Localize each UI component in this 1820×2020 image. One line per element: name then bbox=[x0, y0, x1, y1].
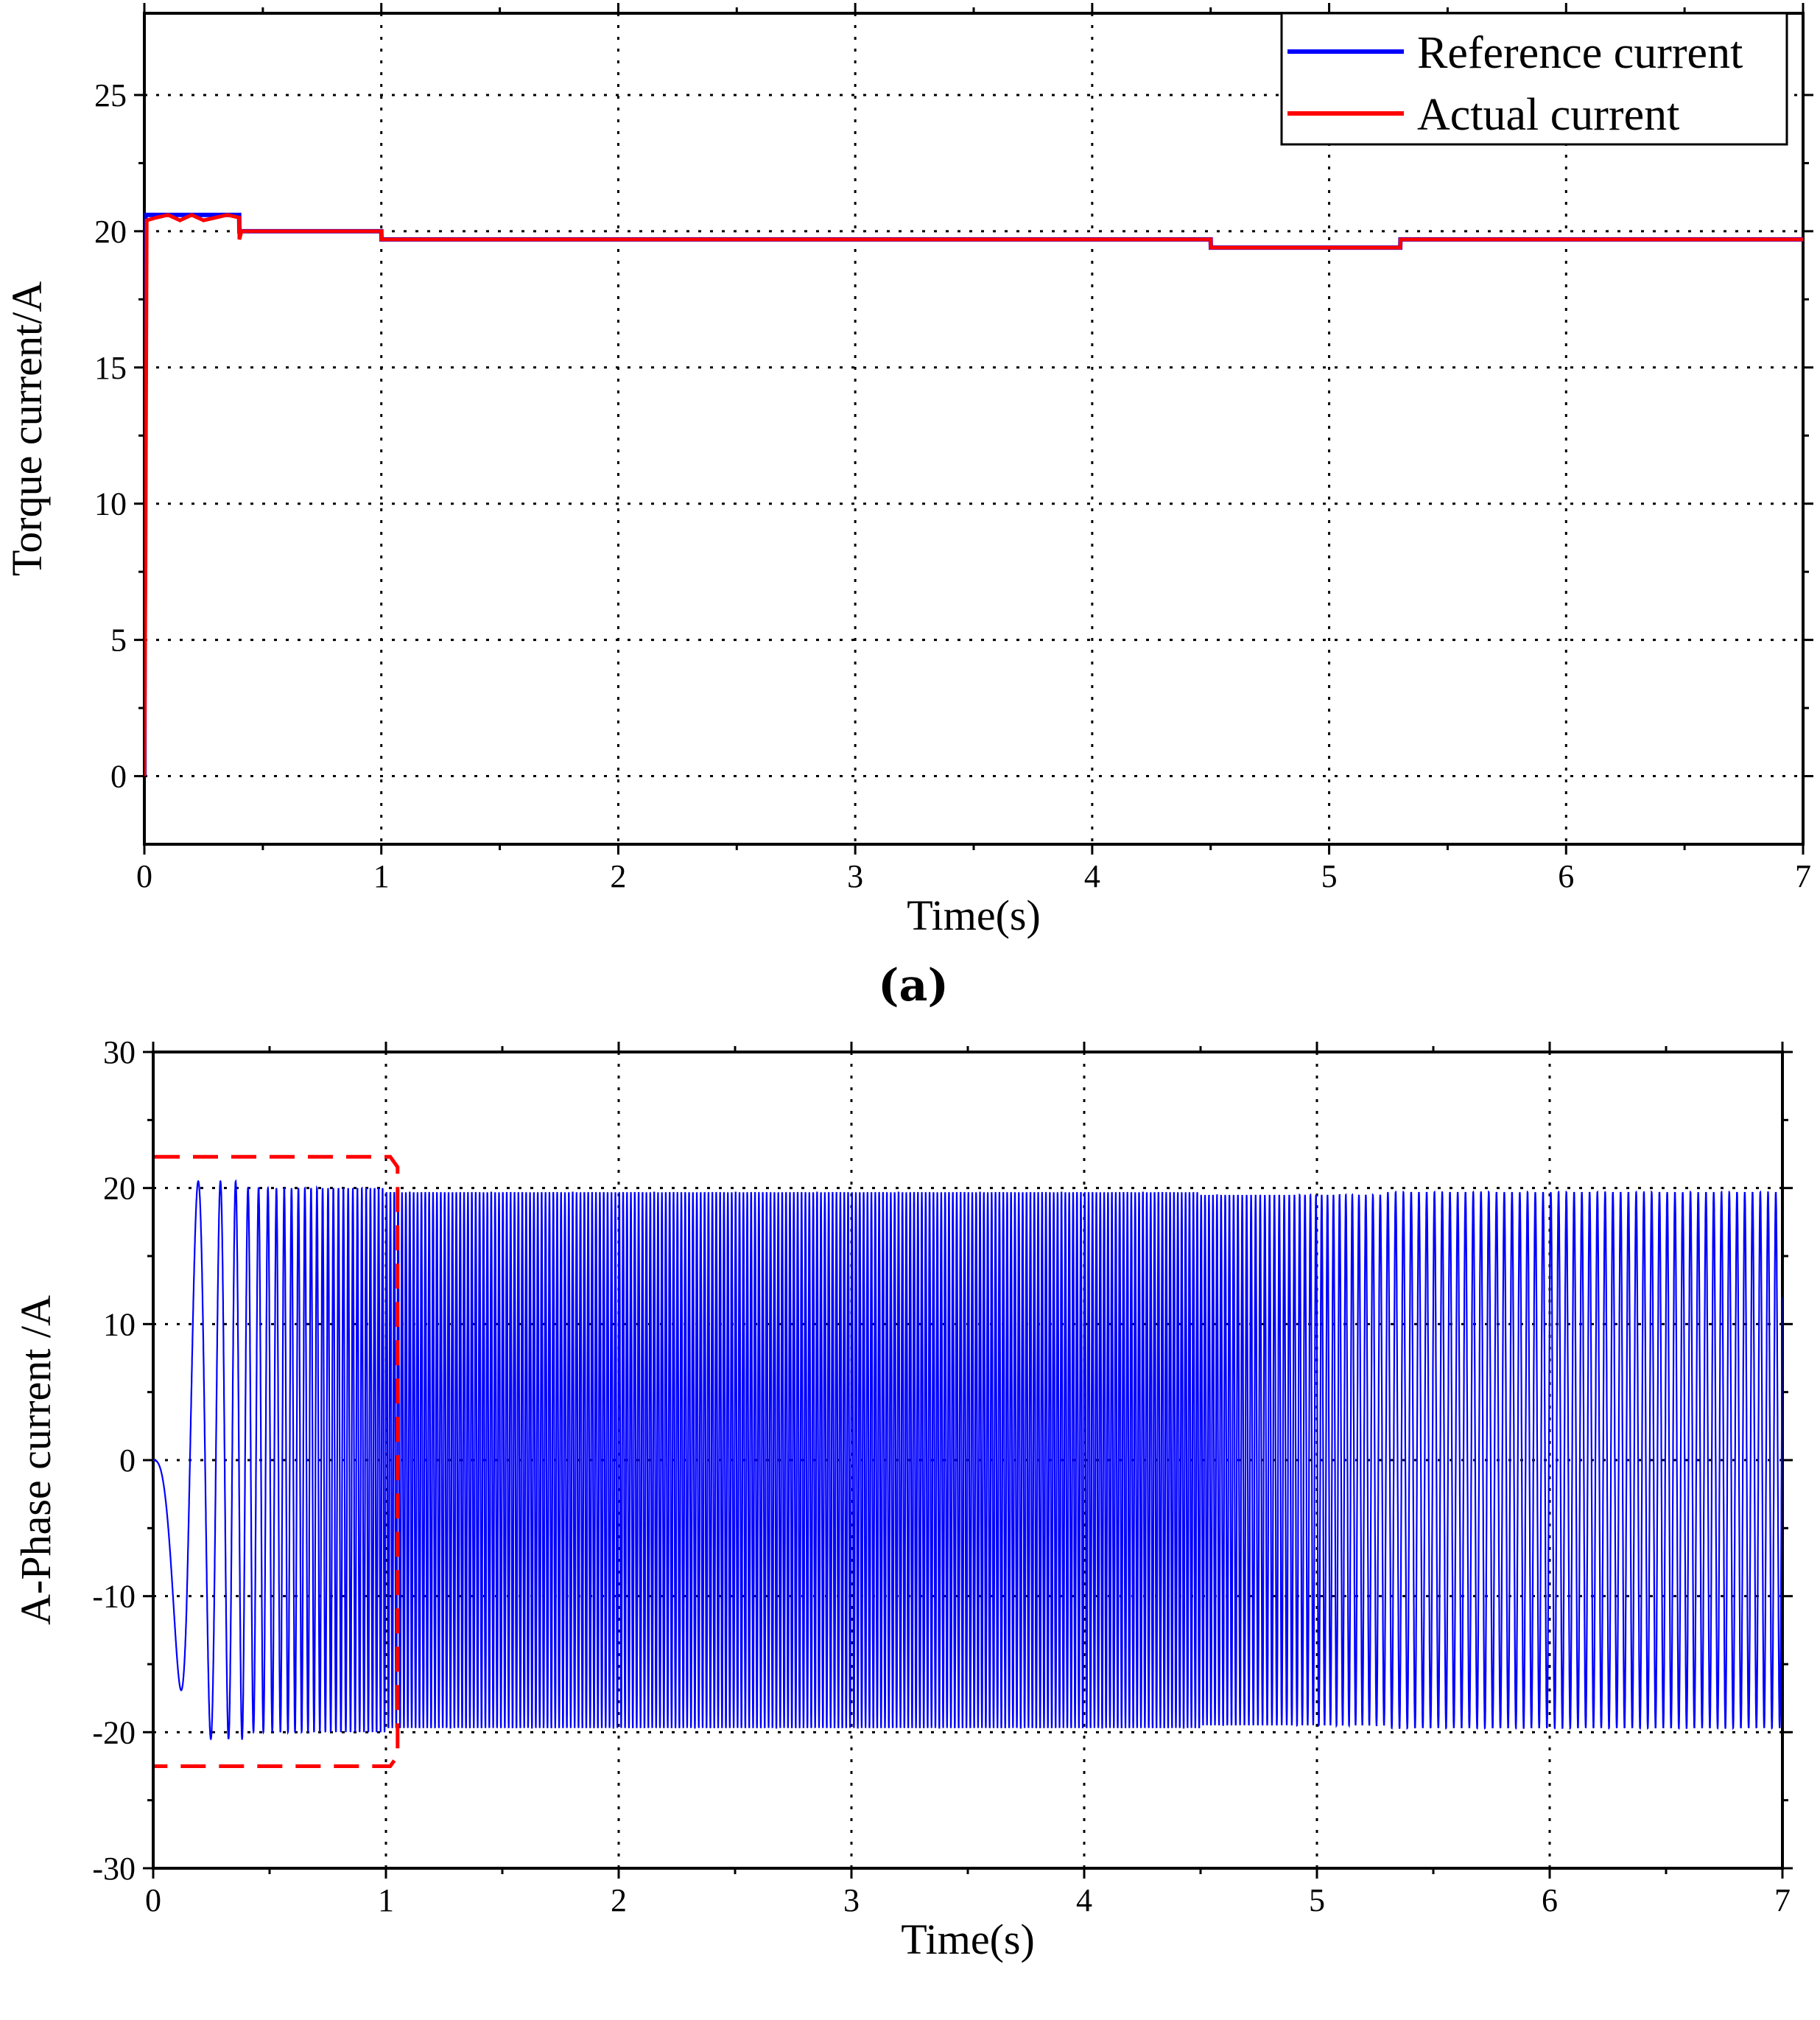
legend-box bbox=[1280, 12, 1788, 146]
legend-label-reference: Reference current bbox=[1417, 28, 1743, 78]
y-tick-label: 0 bbox=[119, 1442, 136, 1479]
y-tick-label: 0 bbox=[110, 759, 127, 795]
y-tick-label: 20 bbox=[94, 214, 127, 250]
x-tick-label: 2 bbox=[610, 858, 626, 894]
torque-current-chart: 0 1 2 3 4 5 6 7 0 5 10 15 20 25 Time(s) Torque current/… bbox=[3, 3, 1813, 939]
y-axis-title: A-Phase current /A bbox=[12, 1295, 60, 1625]
series-line-actual bbox=[144, 212, 1803, 776]
legend: Reference current Actual current bbox=[1280, 12, 1788, 146]
series-line-reference bbox=[144, 212, 1803, 776]
y-tick-label: 20 bbox=[103, 1171, 136, 1207]
x-tick-label: 4 bbox=[1076, 1882, 1092, 1918]
x-tick-label: 2 bbox=[611, 1882, 627, 1918]
y-axis-title: Torque current/A bbox=[3, 281, 51, 576]
x-tick-label: 4 bbox=[1084, 858, 1100, 894]
y-tick-label: -10 bbox=[92, 1579, 136, 1615]
y-tick-label: 10 bbox=[94, 486, 127, 522]
y-tick-label: -20 bbox=[92, 1714, 136, 1750]
x-tick-label: 1 bbox=[373, 858, 390, 894]
x-tick-label: 7 bbox=[1795, 858, 1811, 894]
x-tick-label: 0 bbox=[145, 1882, 161, 1918]
x-axis-title: Time(s) bbox=[907, 891, 1041, 939]
y-tick-label: 25 bbox=[94, 77, 127, 113]
y-tick-label: 5 bbox=[110, 623, 127, 659]
legend-label-actual: Actual current bbox=[1417, 90, 1679, 140]
x-tick-label: 5 bbox=[1309, 1882, 1325, 1918]
y-tick-label: 30 bbox=[103, 1034, 136, 1070]
y-tick-label: -30 bbox=[92, 1851, 136, 1887]
y-tick-label: 10 bbox=[103, 1306, 136, 1342]
x-tick-label: 5 bbox=[1321, 858, 1338, 894]
x-tick-label: 1 bbox=[378, 1882, 394, 1918]
x-tick-label: 6 bbox=[1558, 858, 1574, 894]
x-tick-label: 3 bbox=[847, 858, 863, 894]
x-tick-label: 7 bbox=[1774, 1882, 1791, 1918]
y-tick-label: 15 bbox=[94, 350, 127, 386]
x-tick-label: 3 bbox=[843, 1882, 860, 1918]
x-tick-label: 6 bbox=[1542, 1882, 1558, 1918]
x-tick-label: 0 bbox=[136, 858, 152, 894]
panel-label-a: (a) bbox=[878, 960, 949, 1011]
phase-current-chart: 0 1 2 3 4 5 6 7 -30 -20 -10 0 10 20 30 Time(s) A-Phase c… bbox=[12, 1034, 1793, 1963]
x-axis-title: Time(s) bbox=[901, 1915, 1035, 1963]
highlight-box bbox=[155, 1154, 400, 1768]
series-line-phase-current bbox=[153, 1179, 1782, 1741]
